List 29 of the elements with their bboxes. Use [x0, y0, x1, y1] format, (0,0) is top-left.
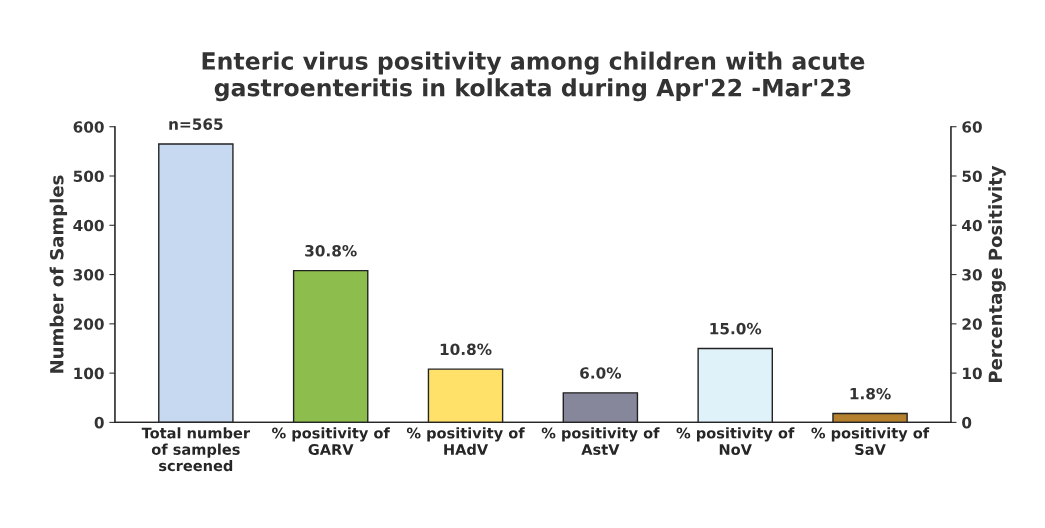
x-tick-label: % positivity of HAdV	[406, 427, 525, 455]
y2-tick-label: 50	[962, 170, 982, 183]
y2-tick-label: 40	[962, 219, 982, 232]
y-tick-label: 200	[73, 318, 104, 330]
data-label: 6.0%	[580, 367, 622, 379]
data-label: n=565	[169, 118, 223, 130]
y2-tick-label: 60	[962, 121, 982, 133]
y-tick-label: 400	[73, 219, 104, 232]
data-label: 30.8%	[305, 244, 357, 257]
data-label: 10.8%	[440, 343, 492, 356]
y-tick-label: 100	[74, 367, 104, 380]
data-label: 15.0%	[710, 322, 762, 335]
x-tick-label: % positivity of AstV	[541, 427, 660, 455]
chart-title: Enteric virus positivity among children with acute gastroenteritis in kolkata during Apr'22 -Mar'23	[202, 51, 865, 102]
x-tick-label: Total number of samples screened	[141, 427, 251, 472]
y2-tick-label: 20	[962, 318, 982, 330]
y2-tick-label: 0	[962, 416, 972, 429]
y-tick-label: 0	[94, 416, 104, 429]
y-tick-label: 500	[73, 170, 104, 183]
x-tick-label: % positivity of NoV	[676, 427, 795, 455]
y2-tick-label: 10	[963, 367, 982, 380]
x-tick-label: % positivity of GARV	[272, 427, 390, 455]
y-tick-label: 300	[73, 269, 104, 281]
x-tick-label: % positivity of SaV	[811, 427, 930, 455]
data-label: 1.8%	[850, 387, 891, 400]
y2-tick-label: 30	[962, 269, 982, 281]
y-axis-title: Number of Samples	[49, 175, 68, 373]
y-tick-label: 600	[73, 121, 104, 133]
y2-axis-title: Percentage Positivity	[988, 165, 1006, 383]
